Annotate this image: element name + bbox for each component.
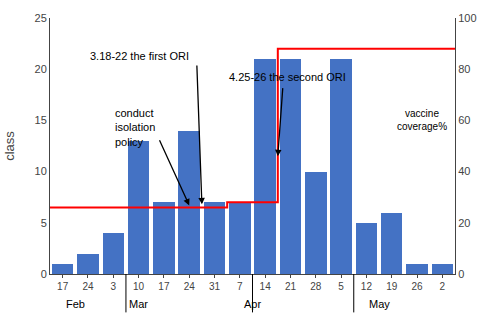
svg-text:12: 12: [361, 281, 373, 292]
svg-text:vaccinecoverage%: vaccinecoverage%: [397, 108, 447, 132]
svg-text:May: May: [369, 298, 390, 310]
svg-text:Apr: Apr: [244, 298, 261, 310]
svg-text:100: 100: [458, 12, 476, 24]
svg-text:14: 14: [260, 281, 272, 292]
svg-text:24: 24: [82, 281, 94, 292]
svg-text:20: 20: [35, 63, 47, 75]
svg-text:conductisolationpolicy: conductisolationpolicy: [115, 107, 155, 148]
svg-text:24: 24: [184, 281, 196, 292]
svg-text:17: 17: [158, 281, 170, 292]
svg-text:17: 17: [57, 281, 69, 292]
svg-text:3: 3: [110, 281, 116, 292]
svg-text:28: 28: [310, 281, 322, 292]
svg-text:60: 60: [458, 114, 470, 126]
svg-text:4.25-26 the second ORI: 4.25-26 the second ORI: [229, 71, 346, 83]
svg-text:31: 31: [209, 281, 221, 292]
svg-text:5: 5: [338, 281, 344, 292]
svg-text:26: 26: [411, 281, 423, 292]
svg-text:15: 15: [35, 114, 47, 126]
svg-text:Mar: Mar: [129, 298, 148, 310]
svg-text:3.18-22 the first ORI: 3.18-22 the first ORI: [90, 50, 189, 62]
svg-text:2: 2: [440, 281, 446, 292]
svg-text:0: 0: [458, 268, 464, 280]
svg-text:20: 20: [458, 217, 470, 229]
svg-text:21: 21: [285, 281, 297, 292]
svg-text:80: 80: [458, 63, 470, 75]
svg-text:7: 7: [237, 281, 243, 292]
svg-text:40: 40: [458, 165, 470, 177]
svg-text:class: class: [2, 131, 17, 161]
svg-text:10: 10: [35, 165, 47, 177]
svg-text:Feb: Feb: [66, 298, 85, 310]
svg-text:0: 0: [41, 268, 47, 280]
svg-text:10: 10: [133, 281, 145, 292]
svg-text:19: 19: [386, 281, 398, 292]
svg-text:5: 5: [41, 217, 47, 229]
svg-text:25: 25: [35, 12, 47, 24]
